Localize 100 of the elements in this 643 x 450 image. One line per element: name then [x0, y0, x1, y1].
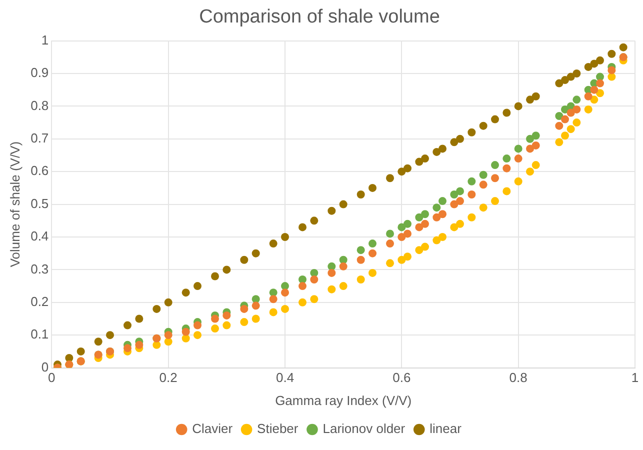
- point: [468, 177, 476, 186]
- point: [584, 92, 592, 100]
- point: [310, 276, 318, 284]
- point: [398, 233, 406, 241]
- point: [502, 108, 511, 117]
- point: [398, 168, 406, 176]
- point: [281, 233, 290, 241]
- point: [339, 200, 348, 208]
- point: [596, 79, 604, 88]
- point: [240, 304, 248, 313]
- point: [555, 112, 564, 120]
- y-tick-label: 1: [41, 32, 49, 48]
- point: [555, 138, 564, 146]
- point: [252, 302, 260, 310]
- point: [584, 105, 592, 114]
- point: [152, 304, 161, 313]
- point: [532, 161, 540, 170]
- point: [194, 282, 202, 290]
- point: [566, 125, 575, 134]
- point: [252, 295, 260, 304]
- point: [608, 50, 616, 58]
- point: [432, 204, 441, 212]
- point: [415, 223, 424, 232]
- point: [526, 134, 534, 143]
- x-tick-label: 0.4: [276, 370, 294, 386]
- y-tick-label: 0.3: [30, 261, 49, 276]
- point: [438, 210, 446, 218]
- point: [356, 256, 365, 264]
- point: [386, 259, 394, 268]
- point: [432, 213, 441, 222]
- point: [526, 144, 534, 153]
- point: [269, 240, 278, 248]
- point: [356, 190, 365, 198]
- point: [182, 328, 190, 336]
- point: [491, 197, 499, 206]
- point: [502, 154, 511, 163]
- point: [135, 340, 144, 349]
- point: [438, 197, 446, 206]
- point: [135, 314, 144, 323]
- point: [252, 249, 260, 258]
- point: [269, 288, 278, 297]
- point: [222, 321, 231, 330]
- point: [211, 314, 220, 323]
- point: [432, 148, 441, 156]
- y-tick-label: 0.6: [30, 163, 49, 178]
- point: [590, 96, 598, 104]
- point: [514, 154, 522, 163]
- point: [298, 276, 307, 284]
- point: [269, 295, 278, 304]
- point: [555, 79, 564, 88]
- point: [182, 288, 190, 297]
- x-tick-label: 1: [631, 370, 639, 386]
- point: [281, 288, 290, 297]
- point: [339, 282, 348, 290]
- point: [106, 331, 114, 340]
- point: [596, 89, 604, 98]
- point: [456, 220, 464, 228]
- point: [479, 122, 488, 130]
- point: [240, 318, 248, 326]
- point: [124, 344, 132, 352]
- point: [532, 92, 540, 100]
- point: [450, 223, 458, 232]
- point: [368, 249, 377, 258]
- point: [398, 256, 406, 264]
- point: [356, 246, 365, 254]
- point: [479, 170, 488, 179]
- point: [502, 187, 511, 196]
- point: [94, 338, 102, 346]
- y-tick-label: 0.4: [30, 228, 49, 244]
- point: [572, 118, 581, 127]
- point: [491, 161, 499, 170]
- point: [356, 276, 365, 284]
- point: [182, 334, 190, 342]
- point: [386, 230, 394, 238]
- point: [450, 138, 458, 146]
- point: [421, 154, 429, 163]
- point: [502, 164, 511, 172]
- point: [298, 223, 307, 232]
- point: [421, 242, 429, 251]
- x-axis-title: Gamma ray Index (V/V): [275, 392, 412, 408]
- point: [479, 180, 488, 189]
- y-axis-title: Volume of shale (V/V): [7, 141, 22, 268]
- x-tick-label: 0.8: [509, 370, 528, 386]
- point: [456, 197, 464, 206]
- point: [222, 311, 231, 320]
- point: [456, 134, 464, 143]
- x-tick-label: 0.6: [392, 370, 411, 386]
- point: [404, 230, 412, 238]
- point: [310, 295, 318, 304]
- point: [194, 331, 202, 340]
- point: [491, 115, 499, 124]
- point: [532, 132, 540, 140]
- point: [514, 144, 522, 153]
- point: [526, 168, 534, 176]
- point: [404, 220, 412, 228]
- point: [386, 240, 394, 248]
- y-tick-label: 0.7: [30, 130, 49, 146]
- y-tick-label: 0.9: [30, 65, 49, 80]
- point: [532, 141, 540, 150]
- point: [561, 76, 569, 84]
